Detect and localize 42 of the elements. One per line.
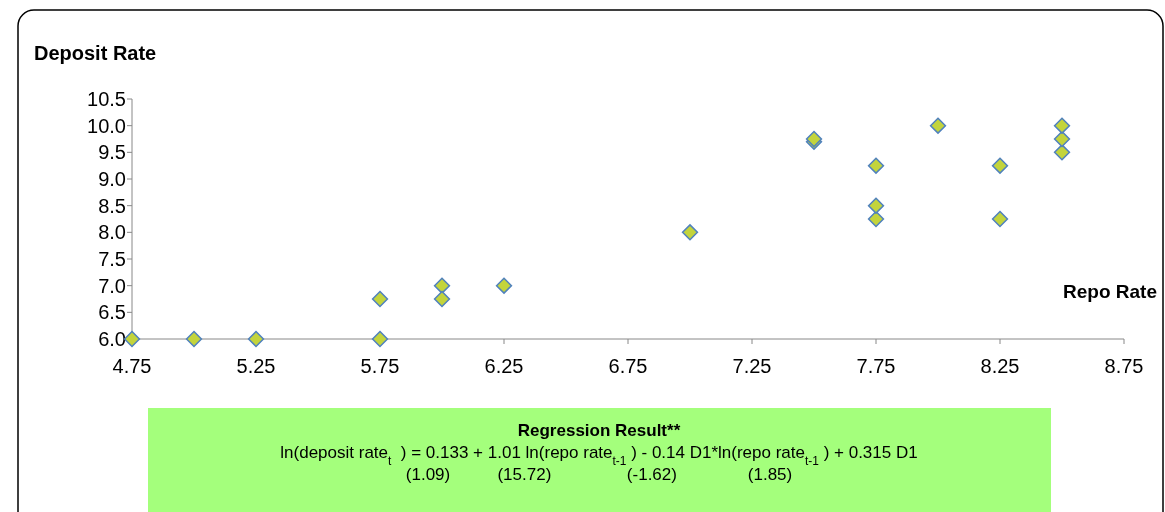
y-tick-label: 9.0 <box>98 168 126 190</box>
point <box>991 157 1009 174</box>
x-tick-label: 7.75 <box>856 355 896 377</box>
x-tick-label: 6.75 <box>608 355 648 377</box>
x-tick-label: 5.25 <box>236 355 276 377</box>
point <box>495 277 513 294</box>
point <box>371 330 389 348</box>
y-tick-label: 8.5 <box>98 194 126 217</box>
point <box>433 277 451 294</box>
y-tick-label: 6.0 <box>98 328 126 350</box>
y-axis-title: Deposit Rate <box>34 42 157 64</box>
point <box>371 290 389 308</box>
text: ln(deposit rate$_{t}$ ) = 0.133 + 1.01 ln(repo rate$_{t-1}$) - 0.14 D1*ln(repo rate$_{t-1}$) + 0.315 D1 <box>280 443 918 468</box>
point <box>247 330 265 348</box>
point <box>185 330 203 348</box>
x-axis-title: Repo Rate <box>1063 281 1157 302</box>
point <box>681 224 699 241</box>
y-tick-label: 10.5 <box>87 88 126 110</box>
x-tick-label: 4.75 <box>112 355 152 377</box>
text: (1.09) (15.72) (-1.62) (1.85) <box>405 465 793 484</box>
point <box>123 330 141 348</box>
point <box>929 117 947 134</box>
y-tick-label: 10.0 <box>87 114 126 137</box>
y-tick-label: 7.5 <box>98 248 126 270</box>
y-tick-label: 6.5 <box>98 301 126 324</box>
point <box>991 210 1009 228</box>
x-tick-label: 6.25 <box>484 355 524 377</box>
y-tick-label: 9.5 <box>98 141 126 164</box>
text: Regression Result** <box>517 421 681 440</box>
point <box>1053 144 1071 161</box>
y-tick-label: 8.0 <box>98 221 126 244</box>
x-tick-label: 8.25 <box>980 355 1020 377</box>
point <box>1053 117 1071 134</box>
point <box>867 157 885 174</box>
point <box>867 210 885 228</box>
x-tick-label: 5.75 <box>360 355 400 377</box>
x-tick-label: 8.75 <box>1104 355 1144 377</box>
point <box>1053 130 1071 148</box>
point <box>867 197 885 214</box>
x-tick-label: 7.25 <box>732 355 772 377</box>
y-tick-label: 7.0 <box>98 274 126 297</box>
point <box>433 290 451 308</box>
